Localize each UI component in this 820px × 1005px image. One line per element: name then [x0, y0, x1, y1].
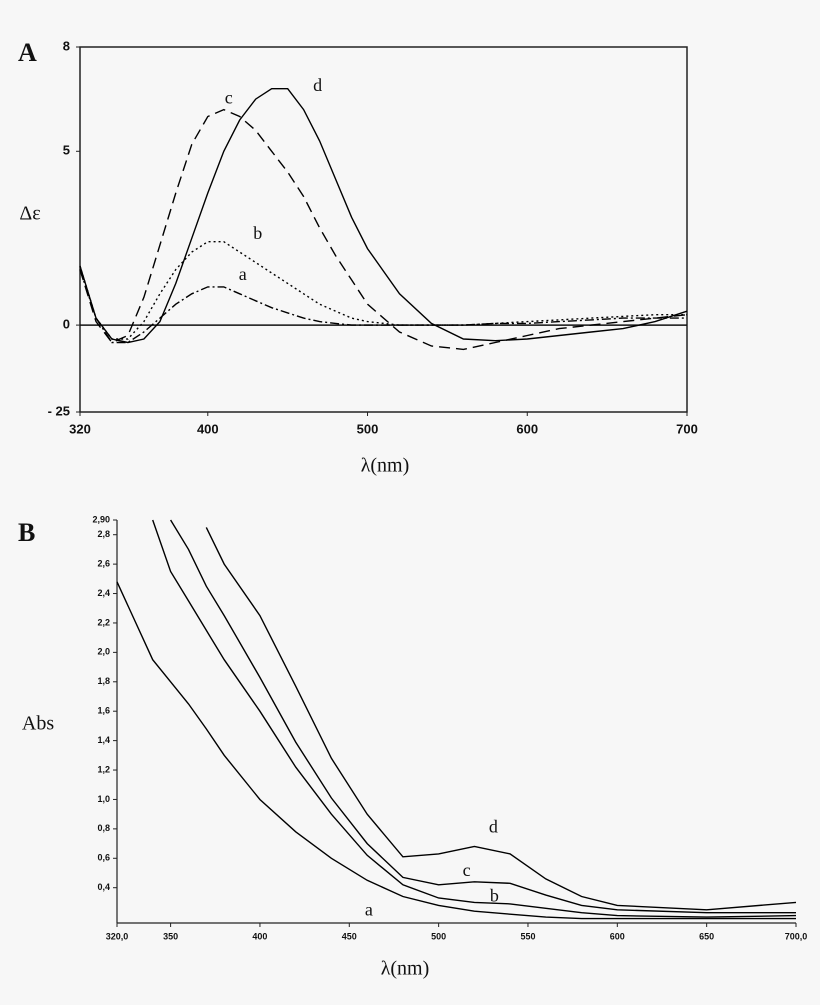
series-label: a [239, 264, 247, 284]
x-tick-label: 500 [431, 931, 446, 941]
series-line [79, 88, 688, 344]
x-tick-label: 450 [342, 931, 357, 941]
x-tick-label: 600 [516, 421, 538, 436]
series-line [79, 269, 687, 344]
y-tick-label: 0,8 [97, 823, 110, 833]
x-tick-label: 500 [357, 421, 379, 436]
series-line [79, 241, 687, 340]
plot-frame [79, 46, 688, 413]
y-tick-label: 1,4 [97, 735, 110, 745]
series-label: c [463, 860, 471, 880]
y-tick-label: 0,4 [97, 882, 110, 892]
series-line [152, 519, 797, 918]
x-tick-label: 700,0 [785, 931, 808, 941]
y-tick-label: 0,6 [97, 853, 110, 863]
y-axis-label: Δε [19, 203, 40, 225]
x-tick-label: 320,0 [106, 931, 129, 941]
y-tick-label: 8 [63, 38, 70, 53]
series-label: c [225, 88, 233, 108]
y-tick-label: 2,90 [92, 514, 110, 524]
y-tick-label: 0 [63, 317, 70, 332]
x-tick-label: 400 [252, 931, 267, 941]
x-tick-label: 320 [69, 421, 91, 436]
x-tick-label: 650 [699, 931, 714, 941]
series-label: b [253, 223, 262, 243]
series-line [116, 581, 796, 920]
y-tick-label: 1,6 [97, 706, 110, 716]
y-tick-label: 2,4 [97, 588, 110, 598]
series-line [79, 108, 688, 351]
y-tick-label: 1,2 [97, 764, 110, 774]
x-tick-label: 550 [520, 931, 535, 941]
y-tick-label: 2,0 [97, 647, 110, 657]
x-axis-label: λ(nm) [361, 455, 410, 477]
y-tick-label: 2,2 [97, 617, 110, 627]
series-label: d [489, 817, 498, 837]
series-label: b [490, 886, 499, 906]
y-tick-label: 2,6 [97, 558, 110, 568]
y-tick-label: - 25 [48, 403, 70, 418]
x-axis-label: λ(nm) [381, 958, 430, 980]
y-axis-label: Abs [22, 713, 54, 735]
x-tick-label: 400 [197, 421, 219, 436]
x-tick-label: 350 [163, 931, 178, 941]
x-tick-label: 700 [676, 421, 698, 436]
y-tick-label: 1,8 [97, 676, 110, 686]
panel-label: A [18, 38, 37, 67]
y-tick-label: 1,0 [97, 794, 110, 804]
series-label: a [365, 900, 373, 920]
series-line [170, 519, 796, 914]
panel-label: B [18, 518, 35, 547]
series-label: d [313, 75, 322, 95]
y-tick-label: 5 [63, 143, 70, 158]
series-line [205, 527, 797, 911]
x-tick-label: 600 [610, 931, 625, 941]
y-tick-label: 2,8 [97, 529, 110, 539]
